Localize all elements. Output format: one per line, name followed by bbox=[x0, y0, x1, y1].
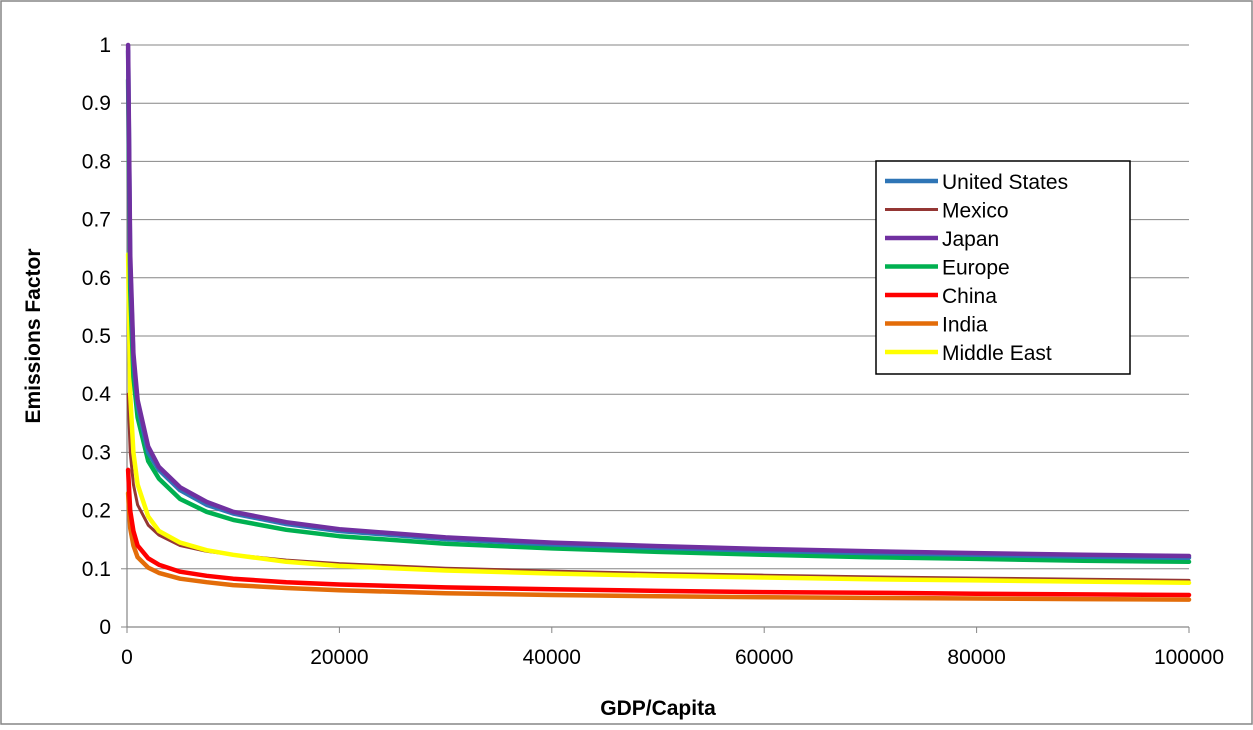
legend-label: India bbox=[942, 314, 988, 337]
legend-label: Middle East bbox=[942, 342, 1052, 365]
x-tick-label: 0 bbox=[121, 646, 133, 669]
series-line-japan bbox=[125, 42, 1192, 559]
y-tick-label: 0.3 bbox=[82, 441, 111, 464]
series-line-middle-east bbox=[125, 252, 1192, 586]
y-tick-label: 0.6 bbox=[82, 267, 111, 290]
legend-label: Europe bbox=[942, 257, 1010, 280]
y-tick-label: 0.9 bbox=[82, 92, 111, 115]
y-tick-label: 0.1 bbox=[82, 558, 111, 581]
x-tick-label: 40000 bbox=[523, 646, 581, 669]
legend-label: United States bbox=[942, 171, 1068, 194]
legend: United States Mexico Japan Europe China India… bbox=[875, 160, 1131, 375]
series-line-china bbox=[125, 467, 1192, 598]
x-tick-label: 100000 bbox=[1154, 646, 1224, 669]
legend-label: China bbox=[942, 285, 997, 308]
series-line-europe bbox=[125, 77, 1192, 565]
y-tick-label: 0.5 bbox=[82, 325, 111, 348]
y-tick-label: 0.4 bbox=[82, 383, 112, 406]
y-axis-title: Emissions Factor bbox=[22, 248, 45, 423]
series-line-india bbox=[125, 490, 1192, 602]
y-tick-label: 1 bbox=[99, 34, 111, 57]
x-axis-tick-labels: 0 20000 40000 60000 80000 100000 bbox=[121, 646, 1224, 669]
x-tick-label: 60000 bbox=[735, 646, 793, 669]
y-tick-label: 0 bbox=[99, 616, 111, 639]
x-axis-title: GDP/Capita bbox=[600, 697, 716, 720]
series-lines bbox=[125, 42, 1192, 602]
y-tick-label: 0.2 bbox=[82, 500, 111, 523]
y-tick-label: 0.8 bbox=[82, 150, 111, 173]
legend-label: Japan bbox=[942, 228, 999, 251]
x-tick-label: 80000 bbox=[947, 646, 1005, 669]
y-axis-tick-labels: 0 0.1 0.2 0.3 0.4 0.5 0.6 0.7 0.8 0.9 1 bbox=[82, 34, 112, 639]
legend-label: Mexico bbox=[942, 200, 1009, 223]
y-tick-label: 0.7 bbox=[82, 209, 111, 232]
x-tick-label: 20000 bbox=[310, 646, 368, 669]
